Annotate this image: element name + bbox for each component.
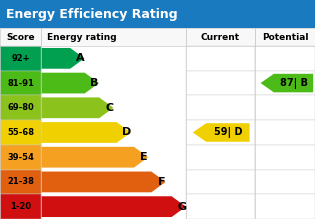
- Bar: [0, 28, 315, 46]
- Bar: [186, 170, 255, 194]
- Text: 39-54: 39-54: [7, 153, 34, 162]
- Bar: [186, 194, 255, 219]
- Text: 21-38: 21-38: [7, 177, 34, 186]
- Polygon shape: [193, 123, 249, 142]
- Bar: [41, 95, 186, 120]
- Bar: [255, 170, 315, 194]
- Text: C: C: [105, 103, 113, 113]
- Text: B: B: [90, 78, 99, 88]
- Text: 55-68: 55-68: [7, 128, 34, 137]
- Bar: [0, 46, 315, 219]
- Polygon shape: [41, 73, 99, 94]
- Text: 69-80: 69-80: [7, 103, 34, 112]
- Bar: [255, 71, 315, 95]
- Bar: [186, 120, 255, 145]
- Bar: [186, 46, 255, 71]
- Polygon shape: [41, 171, 166, 192]
- Polygon shape: [41, 122, 131, 143]
- Bar: [186, 145, 255, 170]
- Bar: [0, 194, 41, 219]
- Bar: [41, 71, 186, 95]
- Bar: [255, 145, 315, 170]
- Bar: [255, 120, 315, 145]
- Bar: [255, 194, 315, 219]
- Text: E: E: [140, 152, 148, 162]
- Bar: [41, 194, 186, 219]
- Bar: [0, 46, 41, 71]
- Text: F: F: [158, 177, 165, 187]
- Bar: [0, 145, 41, 170]
- Bar: [255, 46, 315, 71]
- Text: 81-91: 81-91: [7, 79, 34, 88]
- Bar: [41, 46, 186, 71]
- Text: G: G: [177, 202, 186, 212]
- Bar: [41, 170, 186, 194]
- Bar: [41, 145, 186, 170]
- Bar: [0, 0, 315, 28]
- Text: A: A: [76, 53, 84, 63]
- Text: D: D: [122, 127, 131, 138]
- Polygon shape: [41, 48, 84, 69]
- Bar: [0, 95, 41, 120]
- Bar: [255, 95, 315, 120]
- Polygon shape: [41, 147, 148, 168]
- Bar: [0, 120, 41, 145]
- Text: Score: Score: [6, 33, 35, 42]
- Polygon shape: [41, 97, 113, 118]
- Polygon shape: [261, 74, 313, 92]
- Text: 59| D: 59| D: [214, 127, 242, 138]
- Polygon shape: [41, 196, 186, 217]
- Text: 87| B: 87| B: [279, 78, 307, 88]
- Text: Energy Efficiency Rating: Energy Efficiency Rating: [6, 8, 178, 21]
- Bar: [0, 71, 41, 95]
- Text: Current: Current: [201, 33, 240, 42]
- Bar: [186, 95, 255, 120]
- Text: Potential: Potential: [262, 33, 308, 42]
- Bar: [186, 71, 255, 95]
- Text: Energy rating: Energy rating: [47, 33, 117, 42]
- Bar: [41, 120, 186, 145]
- Text: 92+: 92+: [11, 54, 30, 63]
- Bar: [0, 170, 41, 194]
- Text: 1-20: 1-20: [10, 202, 31, 211]
